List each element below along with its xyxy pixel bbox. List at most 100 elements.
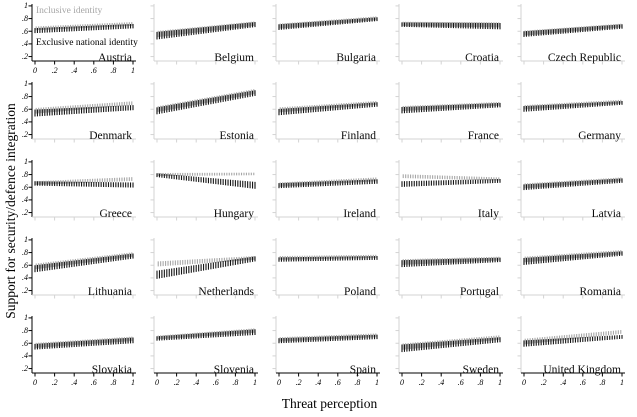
panel-plot — [272, 238, 380, 299]
panel-austria: .2 .4 .6 .8 1 0 .2 .4 .6 .8 1 Austria Inclusive iden… — [22, 2, 138, 75]
panel-plot — [272, 4, 380, 65]
x-tick-label: .6 — [212, 378, 219, 387]
panel-belgium: Belgium — [148, 4, 258, 67]
x-tick-label: .8 — [232, 378, 239, 387]
panel-country-label: Denmark — [89, 129, 132, 142]
panel-hungary: Hungary — [148, 160, 258, 223]
panel-country-label: Hungary — [213, 207, 254, 220]
y-tick-label: .2 — [22, 208, 28, 218]
panel-plot — [150, 316, 258, 377]
panel-lithuania: .2 .4 .6 .8 1 Lithuania — [22, 236, 136, 301]
panel-sweden: 0 .2 .4 .6 .8 1 Sweden — [393, 316, 503, 387]
panel-estonia: Estonia — [148, 82, 258, 145]
y-tick-label: .8 — [22, 92, 28, 102]
x-tick-label: .6 — [90, 378, 97, 387]
x-tick-label: 0 — [33, 66, 37, 75]
x-tick-label: .8 — [599, 378, 606, 387]
panel-finland: Finland — [270, 82, 380, 145]
panel-country-label: Lithuania — [87, 285, 132, 298]
panel-plot — [395, 82, 503, 143]
y-tick-label: .4 — [22, 39, 28, 49]
panel-country-label: Belgium — [214, 51, 254, 64]
y-tick-label: 1 — [24, 313, 28, 323]
panel-country-label: Slovenia — [213, 363, 254, 376]
x-tick-label: .4 — [438, 378, 445, 387]
panel-plot — [28, 4, 136, 65]
panel-plot — [272, 160, 380, 221]
x-tick-label: .2 — [540, 378, 547, 387]
x-tick-label: .2 — [51, 378, 58, 387]
panel-country-label: Greece — [99, 207, 132, 220]
panel-slovenia: 0 .2 .4 .6 .8 1 Slovenia — [148, 316, 258, 387]
panel-croatia: Croatia — [393, 4, 503, 67]
y-tick-label: .6 — [22, 260, 28, 270]
panel-plot — [272, 316, 380, 377]
panel-plot — [395, 238, 503, 299]
y-tick-label: .6 — [22, 104, 28, 114]
panel-bulgaria: Bulgaria — [270, 4, 380, 67]
panel-country-label: Poland — [344, 285, 376, 298]
y-tick-label: .2 — [22, 364, 28, 374]
panel-france: France — [393, 82, 503, 145]
panel-plot — [395, 160, 503, 221]
panel-plot — [150, 4, 258, 65]
x-tick-label: 0 — [400, 378, 404, 387]
x-tick-label: 1 — [620, 378, 624, 387]
x-tick-label: 0 — [277, 378, 281, 387]
panel-germany: Germany — [515, 82, 625, 145]
y-tick-label: .4 — [22, 117, 28, 127]
x-tick-label: .4 — [193, 378, 200, 387]
panel-czech-republic: Czech Republic — [515, 4, 625, 67]
x-tick-label: .2 — [418, 378, 425, 387]
panel-country-label: Estonia — [219, 129, 255, 142]
panel-country-label: Latvia — [591, 207, 621, 220]
panel-plot — [150, 160, 258, 221]
y-tick-label: .4 — [22, 273, 28, 283]
panel-country-label: Bulgaria — [336, 51, 376, 64]
x-tick-label: .4 — [71, 378, 78, 387]
panel-ireland: Ireland — [270, 160, 380, 223]
y-tick-label: .4 — [22, 351, 28, 361]
panel-netherlands: Netherlands — [148, 238, 258, 301]
panel-slovakia: .2 .4 .6 .8 1 0 .2 .4 .6 .8 1 Slovakia — [22, 314, 136, 387]
panel-country-label: Portugal — [460, 285, 499, 298]
x-tick-label: .4 — [71, 66, 78, 75]
panel-united-kingdom: 0 .2 .4 .6 .8 1 United Kingdom — [515, 316, 625, 387]
panel-country-label: Romania — [579, 285, 621, 298]
panel-plot — [28, 82, 136, 143]
panel-plot — [272, 82, 380, 143]
legend-inclusive-identity: Inclusive identity — [36, 6, 103, 16]
x-tick-label: .2 — [295, 378, 302, 387]
x-tick-label: .4 — [560, 378, 567, 387]
panel-country-label: Slovakia — [91, 363, 132, 376]
x-tick-label: .4 — [315, 378, 322, 387]
panel-plot — [517, 316, 625, 377]
panel-plot — [150, 82, 258, 143]
panel-plot — [28, 316, 136, 377]
x-tick-label: .8 — [354, 378, 361, 387]
panel-plot — [28, 238, 136, 299]
panel-plot — [150, 238, 258, 299]
panel-country-label: Netherlands — [198, 285, 254, 298]
x-tick-label: 1 — [498, 378, 502, 387]
legend-exclusive-national-identity: Exclusive national identity — [36, 38, 138, 48]
x-tick-label: .2 — [51, 66, 58, 75]
y-tick-label: .4 — [22, 195, 28, 205]
panel-country-label: Spain — [349, 363, 376, 376]
panel-portugal: Portugal — [393, 238, 503, 301]
y-tick-label: .2 — [22, 52, 28, 62]
panel-italy: Italy — [393, 160, 503, 223]
panel-poland: Poland — [270, 238, 380, 301]
panel-denmark: .2 .4 .6 .8 1 Denmark — [22, 80, 136, 145]
x-tick-label: 0 — [33, 378, 37, 387]
panel-latvia: Latvia — [515, 160, 625, 223]
x-tick-label: 0 — [155, 378, 159, 387]
y-tick-label: 1 — [24, 1, 28, 11]
y-tick-label: .8 — [22, 326, 28, 336]
panel-plot — [28, 160, 136, 221]
y-tick-label: .8 — [22, 170, 28, 180]
panel-country-label: Sweden — [462, 363, 499, 376]
x-tick-label: 0 — [522, 378, 526, 387]
